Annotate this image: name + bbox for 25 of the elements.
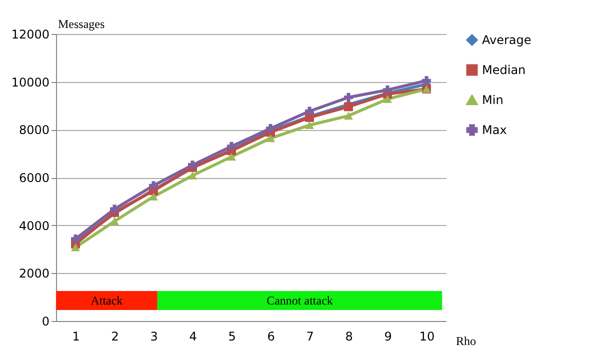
x-tick-label: 9 [384, 330, 392, 344]
x-tick-label: 1 [72, 330, 80, 344]
y-tick-label: 2000 [18, 266, 50, 281]
legend-label: Median [482, 63, 526, 77]
x-tick-label: 4 [189, 330, 197, 344]
y-tick-label: 8000 [18, 123, 50, 138]
x-tick-label: 6 [267, 330, 275, 344]
x-tick-label: 7 [306, 330, 314, 344]
y-tick-label: 12000 [11, 28, 50, 42]
legend-label: Min [482, 93, 504, 107]
band-label: Attack [90, 294, 123, 308]
x-tick-label: 2 [111, 330, 119, 344]
y-tick-label: 4000 [18, 218, 50, 233]
legend-label: Max [482, 123, 507, 137]
y-tick-label: 6000 [18, 171, 50, 185]
band-label: Cannot attack [266, 294, 333, 308]
y-tick-label: 0 [42, 314, 50, 328]
x-tick-label: 5 [228, 330, 236, 344]
y-axis-title: Messages [58, 17, 105, 31]
x-tick-label: 8 [345, 330, 353, 344]
x-tick-label: 3 [150, 330, 158, 344]
x-tick-label: 10 [419, 330, 435, 344]
y-tick-label: 10000 [11, 75, 50, 90]
x-axis-title: Rho [456, 334, 476, 348]
legend-label: Average [482, 33, 532, 47]
